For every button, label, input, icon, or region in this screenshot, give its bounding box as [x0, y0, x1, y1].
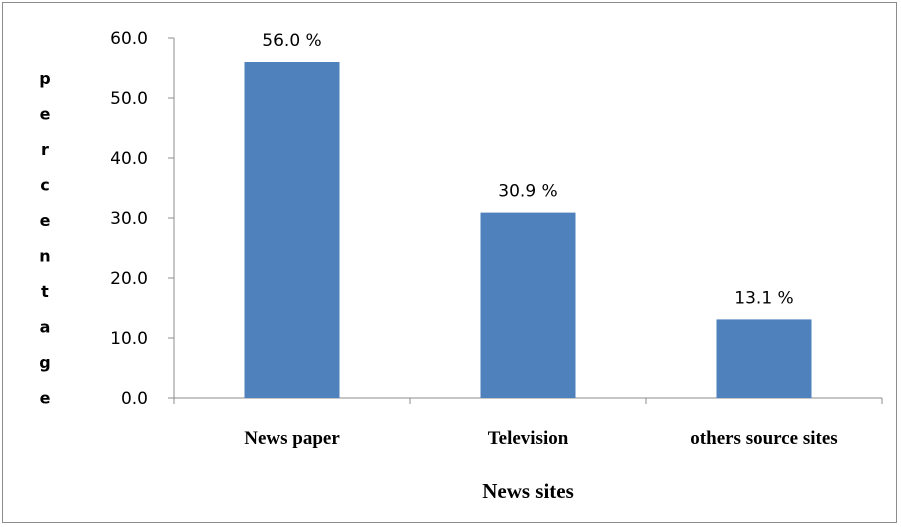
x-tick-label: others source sites — [690, 428, 837, 449]
y-tick-label: 30.0 — [110, 209, 148, 229]
bar — [716, 319, 812, 398]
x-tick-label: News paper — [244, 428, 340, 449]
data-labels: 56.0 % 30.9 % 13.1 % — [262, 31, 793, 308]
bar — [480, 212, 576, 398]
data-label: 13.1 % — [734, 288, 793, 308]
y-axis-title-letter: e — [40, 389, 51, 408]
y-axis-title-letter: a — [40, 318, 51, 337]
y-axis-title-letter: e — [40, 105, 51, 124]
y-axis-title-letter: e — [40, 211, 51, 230]
y-tick-label: 10.0 — [110, 329, 148, 349]
y-tick-label: 50.0 — [110, 89, 148, 109]
y-axis-title-letter: t — [41, 282, 49, 301]
bar — [244, 62, 340, 398]
y-axis-title-letter: c — [40, 176, 49, 195]
x-axis-title: News sites — [482, 479, 574, 503]
y-tick-label: 0.0 — [121, 389, 148, 409]
data-label: 56.0 % — [262, 31, 321, 51]
y-axis-title-letter: n — [39, 247, 50, 266]
y-tick-label: 20.0 — [110, 269, 148, 289]
y-axis-title-letter: g — [39, 353, 50, 372]
y-axis-title-letter: p — [39, 69, 50, 88]
y-axis-title-letter: r — [41, 140, 49, 159]
x-tick-label: Television — [488, 428, 569, 449]
y-tick-label: 60.0 — [110, 29, 148, 49]
bars — [244, 62, 812, 398]
y-axis: 0.0 10.0 20.0 30.0 40.0 50.0 60.0 — [110, 29, 175, 409]
x-axis: News paper Television others source sites — [173, 397, 883, 449]
y-tick-label: 40.0 — [110, 149, 148, 169]
data-label: 30.9 % — [498, 182, 557, 202]
